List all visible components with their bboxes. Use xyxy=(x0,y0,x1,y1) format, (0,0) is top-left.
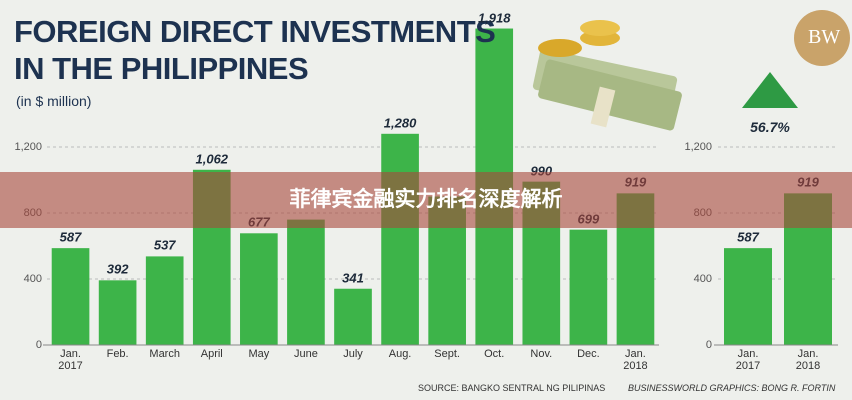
bar xyxy=(724,248,772,345)
up-arrow xyxy=(742,72,798,108)
bar xyxy=(98,280,137,345)
chart-subtitle: (in $ million) xyxy=(16,93,92,109)
value-label: 1,918 xyxy=(477,10,511,26)
bar xyxy=(145,256,184,345)
x-tick-label: Jan. 2018 xyxy=(795,348,821,373)
value-label: 1,280 xyxy=(383,115,417,131)
y-tick-label: 400 xyxy=(23,272,42,285)
money-illustration xyxy=(532,20,682,131)
x-tick-label: May xyxy=(248,348,270,360)
x-tick-label: April xyxy=(200,348,223,360)
bar xyxy=(240,233,278,345)
x-tick-label: June xyxy=(293,348,318,360)
bar xyxy=(51,248,90,345)
x-tick-label: Jan. 2017 xyxy=(58,348,83,373)
value-label: 341 xyxy=(342,270,364,286)
value-label: 587 xyxy=(737,229,759,245)
banner: 菲律宾金融实力排名深度解析 xyxy=(0,172,852,228)
x-tick-label: Jan. 2017 xyxy=(735,348,761,373)
growth-annotation: 56.7% xyxy=(750,119,790,135)
logo-badge xyxy=(794,10,850,66)
x-tick-label: Sept. xyxy=(434,348,460,360)
bar xyxy=(334,288,372,345)
credit: BUSINESSWORLD GRAPHICS: BONG R. FORTIN xyxy=(628,383,836,393)
x-tick-label: July xyxy=(343,348,363,360)
x-tick-label: Dec. xyxy=(577,348,600,360)
value-label: 587 xyxy=(59,229,82,245)
y-tick-label: 1,200 xyxy=(684,140,712,153)
bar xyxy=(287,219,325,345)
value-label: 1,062 xyxy=(195,151,229,167)
bar xyxy=(569,229,608,345)
value-label: 392 xyxy=(106,262,129,278)
x-tick-label: Jan. 2018 xyxy=(623,348,648,373)
y-tick-label: 0 xyxy=(35,338,42,351)
chart-title: FOREIGN DIRECT INVESTMENTS IN THE PHILIP… xyxy=(14,14,496,86)
x-tick-label: Nov. xyxy=(530,348,553,360)
x-tick-label: Aug. xyxy=(388,348,412,360)
x-tick-label: Feb. xyxy=(106,348,129,360)
value-label: 537 xyxy=(153,238,176,254)
y-tick-label: 400 xyxy=(693,272,712,285)
x-tick-label: March xyxy=(149,348,180,360)
y-tick-label: 0 xyxy=(705,338,712,351)
logo: BW xyxy=(808,26,841,48)
y-tick-label: 1,200 xyxy=(14,140,42,153)
source: SOURCE: BANGKO SENTRAL NG PILIPINAS xyxy=(418,383,606,393)
x-tick-label: Oct. xyxy=(484,348,505,360)
bar xyxy=(381,133,419,345)
